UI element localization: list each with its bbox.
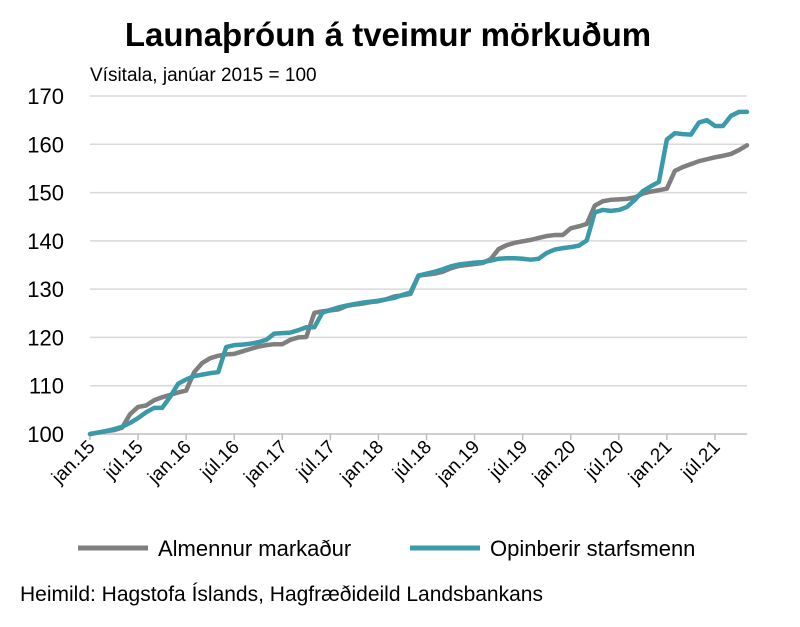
legend-label: Opinberir starfsmenn xyxy=(490,536,695,561)
y-tick-label: 110 xyxy=(29,374,64,399)
x-tick-label: júl.15 xyxy=(100,437,148,485)
y-tick-label: 160 xyxy=(27,132,64,157)
x-tick-label: jan.17 xyxy=(240,437,292,489)
chart-subtitle: Vísitala, janúar 2015 = 100 xyxy=(90,65,317,86)
chart-title: Launaþróun á tveimur mörkuðum xyxy=(125,16,651,53)
y-tick-label: 170 xyxy=(27,84,64,109)
x-tick-label: júl.20 xyxy=(581,437,629,485)
x-tick-label: jan.16 xyxy=(144,437,196,489)
series-line-2 xyxy=(87,109,750,437)
legend-label: Almennur markaður xyxy=(158,536,351,561)
x-tick-label: júl.21 xyxy=(677,437,725,485)
y-tick-label: 120 xyxy=(27,325,64,350)
x-tick-label: jan.21 xyxy=(624,437,676,489)
x-tick-label: jan.18 xyxy=(336,437,388,489)
y-tick-label: 100 xyxy=(27,422,64,447)
data-series xyxy=(87,109,750,437)
gridlines xyxy=(90,95,747,387)
x-tick-label: júl.17 xyxy=(292,437,340,485)
y-axis-tick-labels: 100 110 120 130 140 150 160 170 xyxy=(27,84,64,447)
x-tick-label: jan.19 xyxy=(432,437,484,489)
x-tick-label: júl.19 xyxy=(485,437,533,485)
y-tick-label: 150 xyxy=(27,181,64,206)
source-note: Heimild: Hagstofa Íslands, Hagfræðideild… xyxy=(20,583,543,606)
x-tick-label: jan.20 xyxy=(528,437,580,489)
legend: Almennur markaður Opinberir starfsmenn xyxy=(78,536,695,561)
x-tick-label: júl.18 xyxy=(388,437,436,485)
y-tick-label: 140 xyxy=(27,229,64,254)
x-tick-label: júl.16 xyxy=(196,437,244,485)
y-tick-label: 130 xyxy=(27,277,64,302)
